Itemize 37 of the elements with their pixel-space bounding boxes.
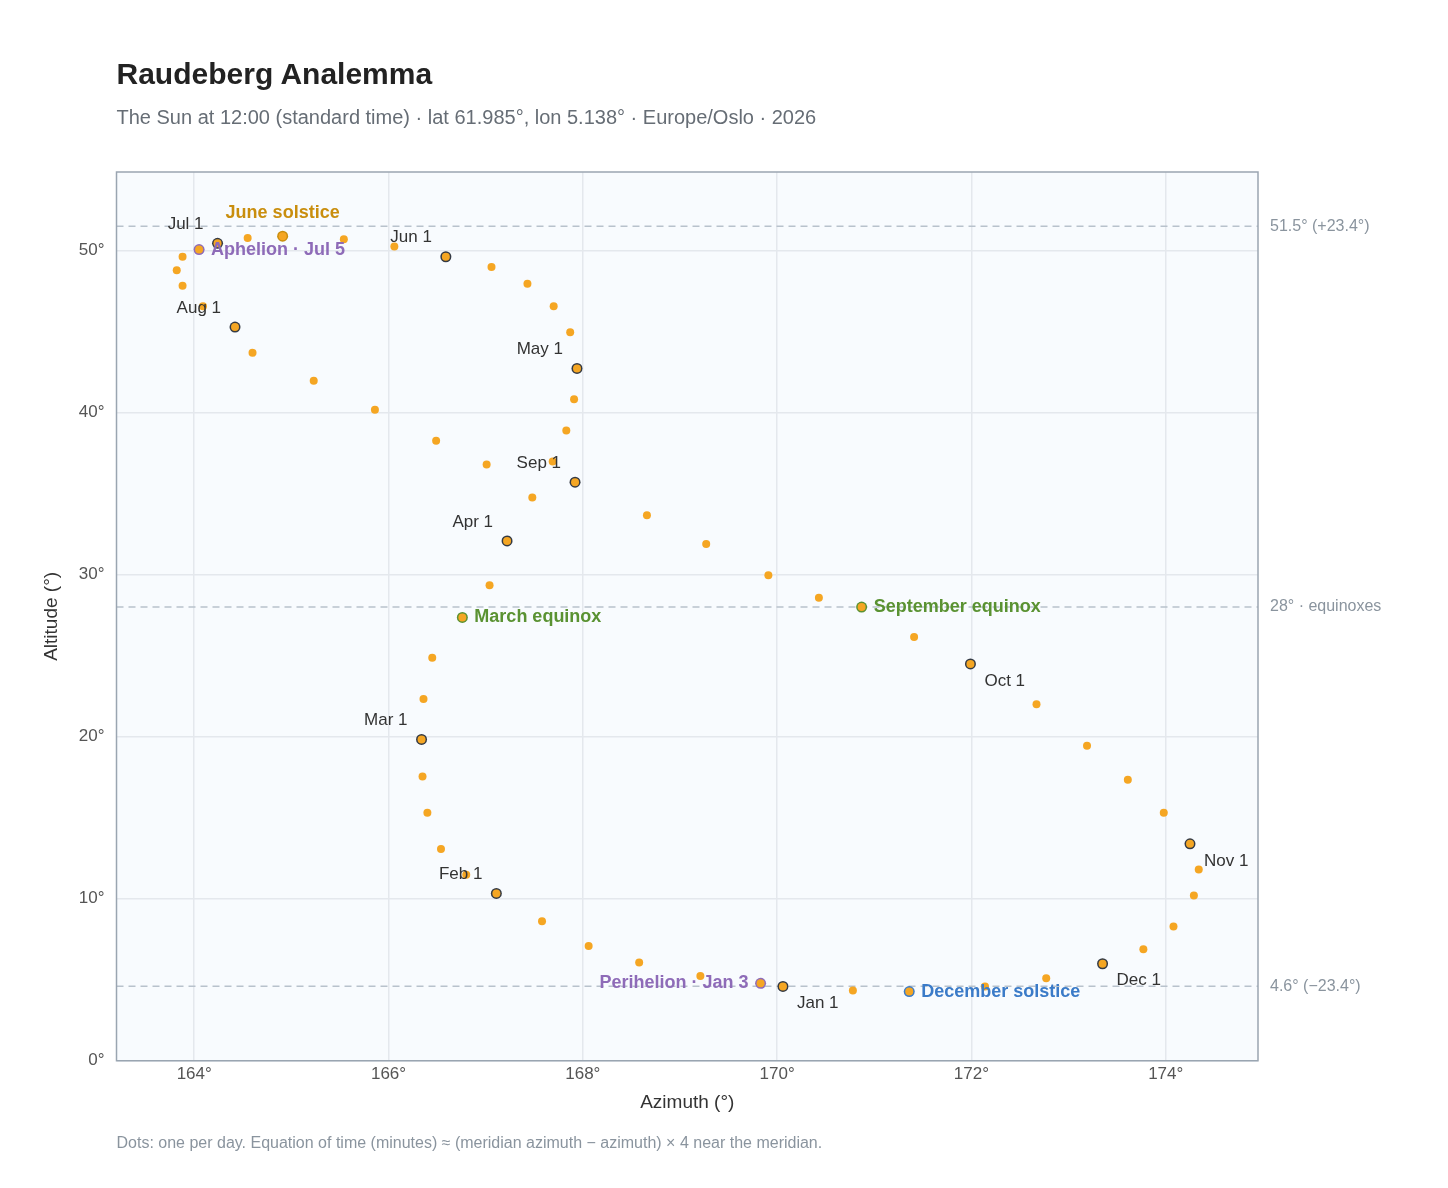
x-tick-label: 170° [759, 1063, 795, 1083]
data-label: March equinox [474, 606, 602, 627]
data-label: June solstice [225, 202, 340, 223]
y-axis-title: Altitude (°) [39, 571, 61, 661]
data-label: May 1 [516, 339, 563, 359]
data-label: Aphelion · Jul 5 [211, 238, 346, 259]
y-tick-label: 0° [88, 1050, 105, 1070]
x-tick-label: 164° [176, 1063, 212, 1083]
data-label: September equinox [873, 596, 1041, 617]
ref-line-label: 51.5° (+23.4°) [1270, 216, 1370, 234]
ref-line-label: 28° · equinoxes [1270, 597, 1382, 615]
y-tick-label: 50° [78, 240, 105, 260]
ref-line-label: 4.6° (−23.4°) [1270, 976, 1361, 994]
data-label: Oct 1 [984, 670, 1026, 690]
data-label: Apr 1 [452, 511, 494, 531]
data-label: December solstice [921, 980, 1081, 1001]
data-label: Feb 1 [438, 864, 483, 884]
x-tick-label: 174° [1148, 1063, 1184, 1083]
x-axis-title: Azimuth (°) [640, 1090, 735, 1112]
chart-subtitle: The Sun at 12:00 (standard time) · lat 61.985°, lon 5.138° · Europe/Oslo · 2026 [116, 106, 817, 128]
data-label: Nov 1 [1204, 850, 1249, 870]
data-label: Jan 1 [796, 993, 839, 1013]
x-tick-label: 168° [565, 1063, 601, 1083]
data-label: Mar 1 [364, 710, 408, 730]
x-tick-label: 166° [370, 1063, 407, 1083]
data-label: Jun 1 [390, 227, 432, 247]
y-tick-label: 40° [78, 402, 105, 422]
text: Dots: one per day. Equation of time (minutes) ≈ (meridian azimuth − azimuth) × 4 near the meridian. [116, 1134, 823, 1151]
chart-title: Raudeberg Analemma [116, 57, 433, 90]
x-tick-label: 172° [953, 1063, 989, 1083]
data-label: Perihelion · Jan 3 [599, 972, 749, 993]
data-label: Dec 1 [1116, 970, 1161, 990]
y-tick-label: 20° [78, 726, 105, 746]
y-tick-label: 10° [78, 888, 105, 908]
data-label: Aug 1 [176, 297, 222, 317]
y-tick-label: 30° [78, 564, 105, 584]
data-label: Jul 1 [167, 213, 204, 233]
